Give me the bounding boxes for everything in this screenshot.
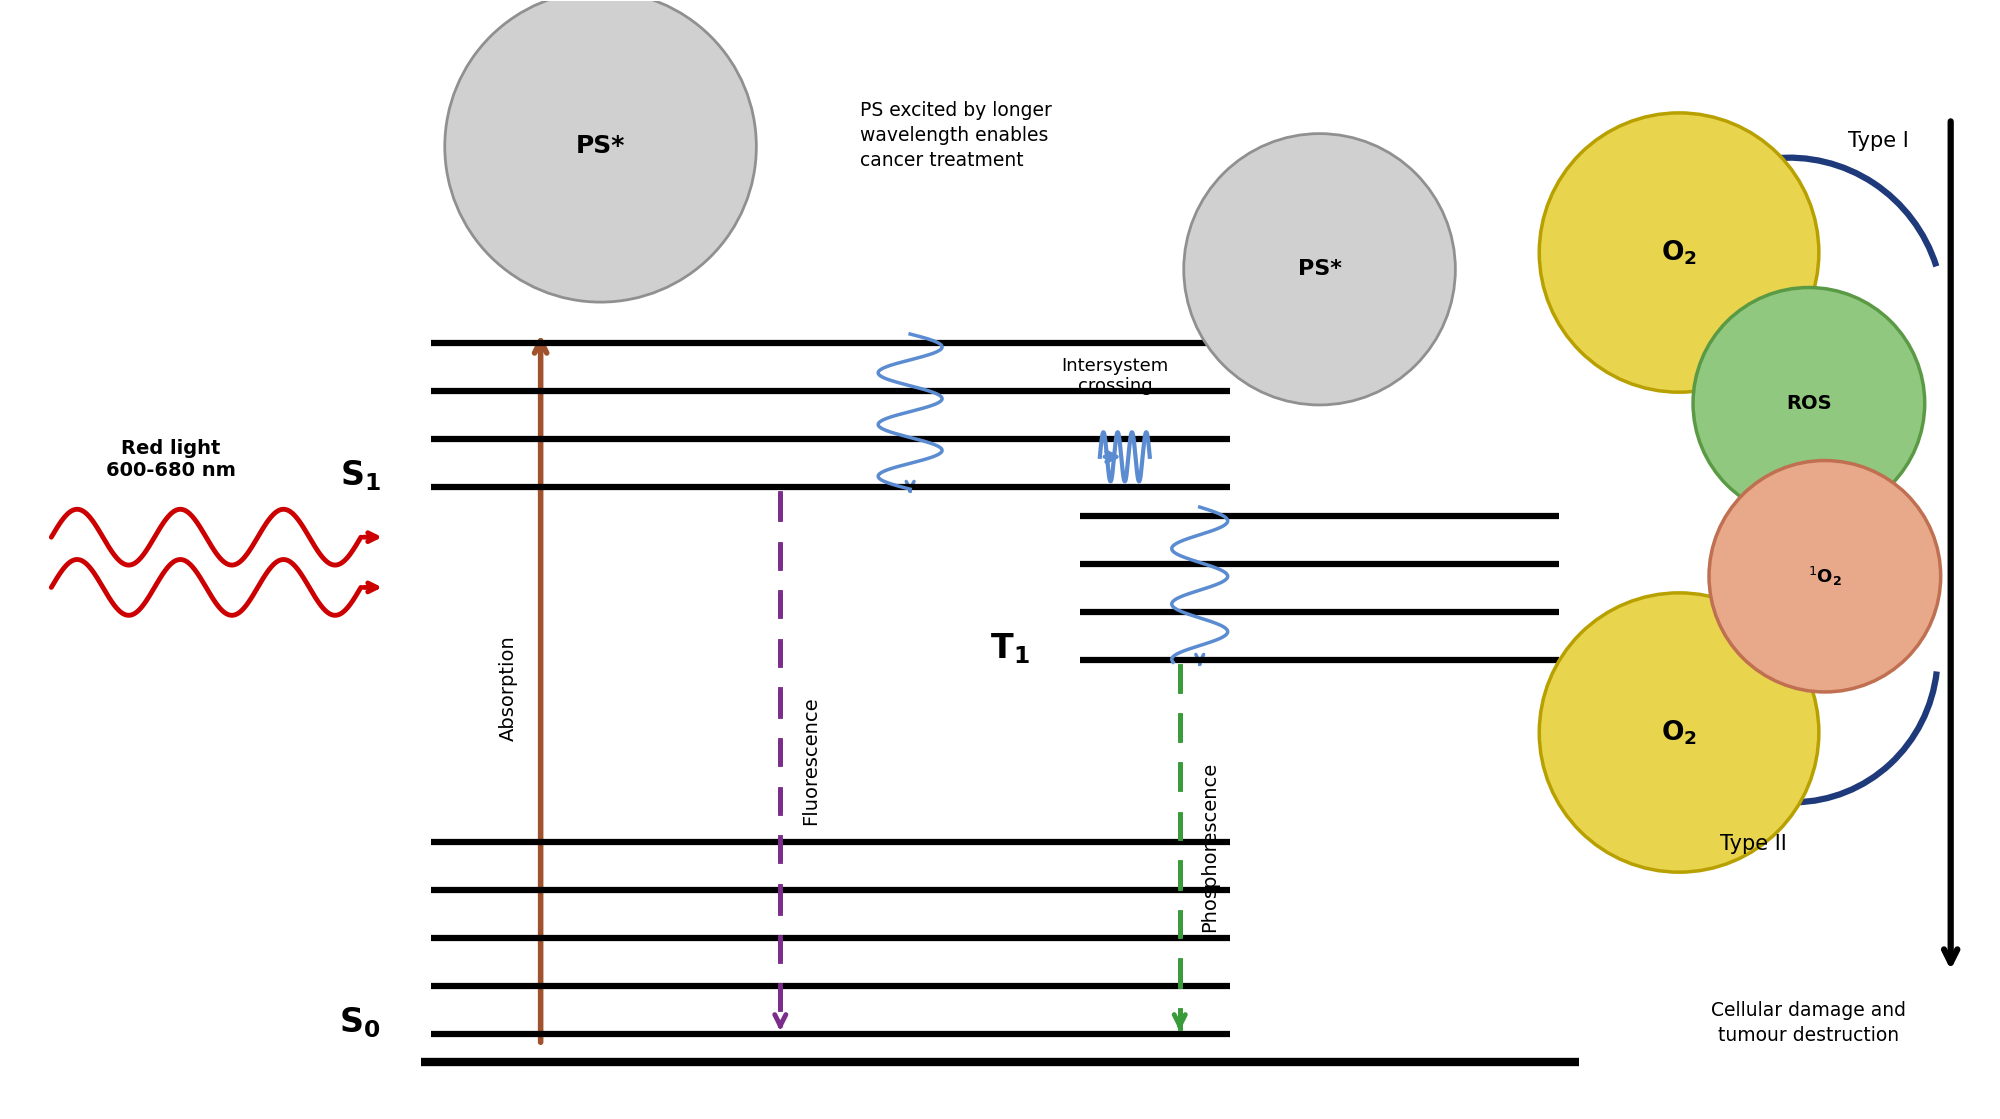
Ellipse shape bbox=[444, 0, 756, 302]
Text: PS*: PS* bbox=[576, 134, 626, 159]
Text: $\mathbf{S_0}$: $\mathbf{S_0}$ bbox=[340, 1005, 380, 1040]
Text: Intersystem
crossing: Intersystem crossing bbox=[1062, 357, 1168, 395]
Text: PS*: PS* bbox=[1298, 260, 1342, 280]
Text: Fluorescence: Fluorescence bbox=[800, 696, 820, 825]
Text: $\mathbf{T_1}$: $\mathbf{T_1}$ bbox=[990, 631, 1030, 666]
Ellipse shape bbox=[1710, 461, 1940, 692]
Text: $\mathbf{S_1}$: $\mathbf{S_1}$ bbox=[340, 459, 380, 493]
Text: $\mathbf{O_2}$: $\mathbf{O_2}$ bbox=[1662, 238, 1698, 266]
Text: ROS: ROS bbox=[1786, 394, 1832, 413]
Ellipse shape bbox=[1540, 113, 1818, 392]
Text: PS excited by longer
wavelength enables
cancer treatment: PS excited by longer wavelength enables … bbox=[860, 101, 1052, 170]
Text: Type II: Type II bbox=[1720, 834, 1786, 854]
Text: $^1\mathbf{O_2}$: $^1\mathbf{O_2}$ bbox=[1808, 565, 1842, 587]
Text: $\mathbf{O_2}$: $\mathbf{O_2}$ bbox=[1662, 718, 1698, 746]
Text: Cellular damage and
tumour destruction: Cellular damage and tumour destruction bbox=[1712, 1000, 1906, 1045]
Text: Absorption: Absorption bbox=[500, 636, 518, 741]
Ellipse shape bbox=[1184, 133, 1456, 405]
Ellipse shape bbox=[1540, 593, 1818, 872]
Ellipse shape bbox=[1694, 288, 1924, 519]
Text: Red light
600-680 nm: Red light 600-680 nm bbox=[106, 439, 236, 480]
Text: Type I: Type I bbox=[1848, 131, 1910, 151]
Text: Phosphorescence: Phosphorescence bbox=[1200, 762, 1220, 932]
